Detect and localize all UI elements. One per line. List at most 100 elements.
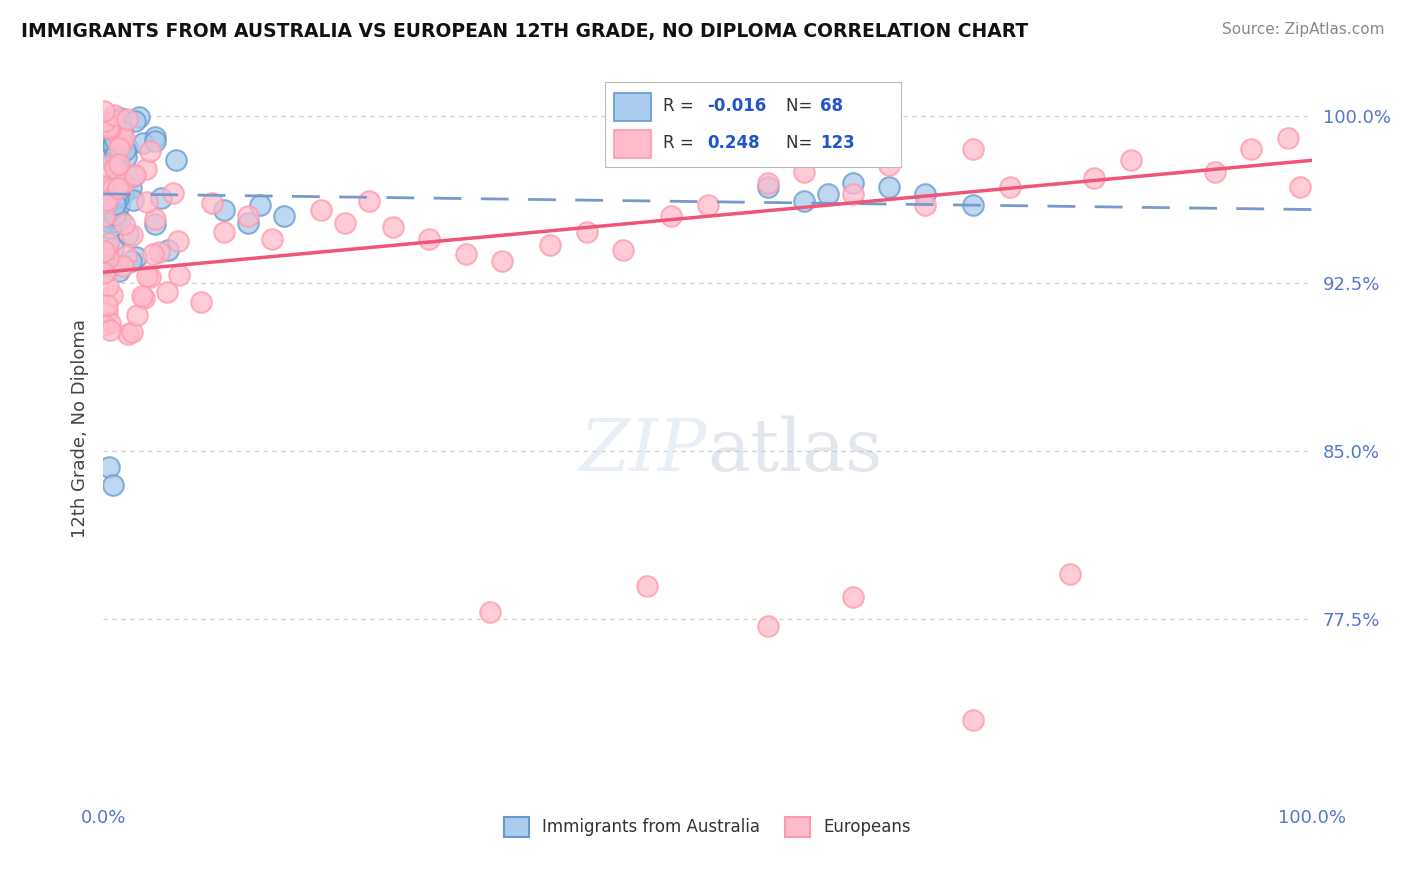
Point	[97, 235, 120, 250]
Point	[96, 178, 118, 192]
Point	[612, 243, 634, 257]
Point	[110, 213, 132, 227]
Point	[167, 235, 190, 249]
FancyBboxPatch shape	[614, 129, 651, 158]
Point	[877, 180, 900, 194]
Text: N=: N=	[786, 97, 818, 115]
Point	[121, 169, 143, 183]
Point	[97, 210, 120, 224]
Point	[962, 142, 984, 156]
Point	[139, 269, 162, 284]
Point	[93, 209, 115, 223]
Point	[103, 242, 125, 256]
Point	[122, 193, 145, 207]
Point	[309, 202, 332, 217]
Point	[120, 254, 142, 268]
Point	[103, 140, 125, 154]
Point	[115, 112, 138, 127]
Point	[101, 182, 124, 196]
Point	[1204, 164, 1226, 178]
Point	[124, 114, 146, 128]
Point	[418, 232, 440, 246]
Point	[125, 308, 148, 322]
Point	[114, 143, 136, 157]
Point	[108, 112, 131, 126]
Point	[97, 120, 120, 134]
Legend: Immigrants from Australia, Europeans: Immigrants from Australia, Europeans	[495, 808, 920, 846]
Point	[100, 189, 122, 203]
Text: 0.248: 0.248	[707, 134, 761, 152]
Point	[112, 186, 135, 201]
Point	[148, 245, 170, 260]
Point	[107, 141, 129, 155]
Point	[877, 158, 900, 172]
Point	[841, 186, 863, 201]
Point	[793, 164, 815, 178]
Point	[841, 176, 863, 190]
Text: R =: R =	[662, 97, 699, 115]
Point	[112, 260, 135, 274]
Y-axis label: 12th Grade, No Diploma: 12th Grade, No Diploma	[72, 319, 89, 539]
Point	[1240, 142, 1263, 156]
Point	[98, 215, 121, 229]
Point	[93, 104, 115, 119]
Point	[105, 136, 128, 151]
Point	[105, 159, 128, 173]
Text: IMMIGRANTS FROM AUSTRALIA VS EUROPEAN 12TH GRADE, NO DIPLOMA CORRELATION CHART: IMMIGRANTS FROM AUSTRALIA VS EUROPEAN 12…	[21, 22, 1028, 41]
Point	[538, 238, 561, 252]
Point	[962, 198, 984, 212]
Point	[94, 114, 117, 128]
Point	[1288, 180, 1310, 194]
Point	[756, 176, 779, 190]
Point	[262, 232, 284, 246]
Point	[93, 128, 115, 143]
Point	[165, 153, 187, 167]
Point	[454, 247, 477, 261]
Point	[636, 578, 658, 592]
Point	[132, 291, 155, 305]
Point	[156, 285, 179, 299]
Point	[357, 194, 380, 208]
Point	[115, 249, 138, 263]
Point	[98, 122, 121, 136]
Point	[101, 478, 124, 492]
Point	[998, 180, 1021, 194]
Text: Source: ZipAtlas.com: Source: ZipAtlas.com	[1222, 22, 1385, 37]
Point	[212, 225, 235, 239]
Point	[1083, 171, 1105, 186]
Point	[101, 156, 124, 170]
Point	[107, 181, 129, 195]
Point	[136, 268, 159, 283]
Point	[108, 133, 131, 147]
Point	[120, 180, 142, 194]
Point	[962, 713, 984, 727]
Point	[249, 198, 271, 212]
Point	[914, 198, 936, 212]
Point	[131, 289, 153, 303]
FancyBboxPatch shape	[614, 93, 651, 121]
Point	[491, 254, 513, 268]
Point	[117, 326, 139, 341]
Point	[135, 162, 157, 177]
Point	[107, 191, 129, 205]
Point	[132, 136, 155, 151]
Point	[143, 217, 166, 231]
Point	[107, 155, 129, 169]
Point	[108, 198, 131, 212]
Point	[93, 159, 115, 173]
Point	[139, 144, 162, 158]
Point	[105, 215, 128, 229]
Point	[93, 266, 115, 280]
Text: -0.016: -0.016	[707, 97, 766, 115]
Point	[94, 265, 117, 279]
Point	[108, 264, 131, 278]
Point	[659, 209, 682, 223]
Point	[105, 122, 128, 136]
Point	[117, 227, 139, 242]
Point	[104, 197, 127, 211]
Point	[104, 161, 127, 175]
Point	[1277, 131, 1299, 145]
Point	[817, 186, 839, 201]
Point	[98, 316, 121, 330]
Point	[190, 295, 212, 310]
